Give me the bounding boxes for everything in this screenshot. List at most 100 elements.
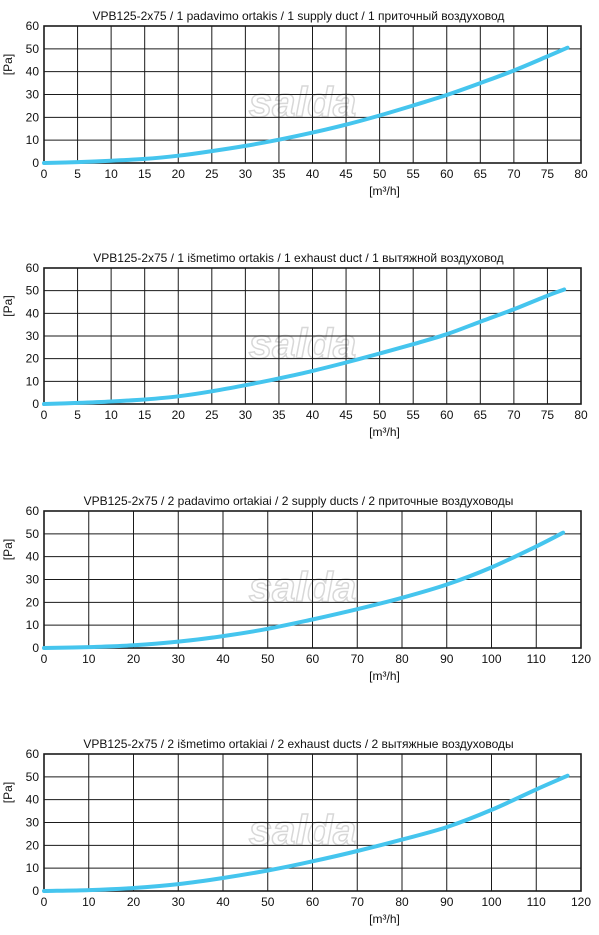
x-tick-label: 30 — [172, 895, 186, 909]
x-axis-label: [m³/h] — [369, 184, 400, 198]
chart-title: VPB125-2x75 / 2 išmetimo ortakiai / 2 ex… — [83, 737, 513, 751]
x-tick-label: 50 — [373, 167, 387, 181]
x-tick-label: 15 — [138, 167, 152, 181]
x-tick-label: 80 — [395, 895, 409, 909]
plot-frame — [43, 753, 582, 892]
chart-3: salda 0 10 20 30 40 50 60 70 80 90 100 110 120 0 10 20 30… — [1, 494, 591, 683]
y-tick-label: 30 — [26, 573, 40, 587]
x-tick-label: 40 — [306, 408, 320, 422]
x-tick-label: 0 — [41, 167, 48, 181]
x-tick-label: 35 — [272, 408, 286, 422]
x-tick-label: 30 — [239, 408, 253, 422]
x-tick-label: 10 — [104, 408, 118, 422]
y-tick-label: 40 — [26, 306, 40, 320]
y-tick-label: 0 — [32, 884, 39, 898]
y-tick-label: 60 — [26, 19, 40, 33]
x-tick-label: 120 — [571, 652, 591, 666]
x-tick-label: 55 — [407, 408, 421, 422]
x-tick-label: 40 — [216, 895, 230, 909]
y-tick-label: 50 — [26, 770, 40, 784]
x-tick-label: 5 — [74, 408, 81, 422]
x-tick-label: 100 — [481, 895, 501, 909]
y-tick-label: 30 — [26, 816, 40, 830]
y-tick-label: 0 — [32, 397, 39, 411]
watermark-logo: salda — [249, 79, 356, 126]
x-tick-label: 65 — [474, 167, 488, 181]
x-tick-label: 40 — [306, 167, 320, 181]
y-tick-label: 60 — [26, 261, 40, 275]
chart-title: VPB125-2x75 / 2 padavimo ortakiai / 2 su… — [84, 494, 514, 508]
y-tick-label: 10 — [26, 861, 40, 875]
y-tick-label: 30 — [26, 329, 40, 343]
x-tick-label: 100 — [481, 652, 501, 666]
x-tick-label: 90 — [440, 895, 454, 909]
x-tick-label: 35 — [272, 167, 286, 181]
x-tick-label: 20 — [172, 167, 186, 181]
y-tick-label: 10 — [26, 374, 40, 388]
x-tick-label: 50 — [261, 652, 275, 666]
y-axis-label: [Pa] — [1, 782, 15, 803]
x-tick-label: 75 — [541, 167, 555, 181]
y-tick-label: 0 — [32, 641, 39, 655]
plot-frame — [43, 267, 582, 405]
watermark-logo: salda — [249, 564, 356, 611]
y-tick-label: 50 — [26, 527, 40, 541]
x-tick-label: 60 — [440, 408, 454, 422]
x-tick-label: 15 — [138, 408, 152, 422]
x-tick-label: 0 — [41, 408, 48, 422]
y-tick-label: 10 — [26, 618, 40, 632]
y-tick-label: 40 — [26, 793, 40, 807]
y-tick-label: 20 — [26, 352, 40, 366]
x-tick-label: 90 — [440, 652, 454, 666]
y-tick-label: 40 — [26, 550, 40, 564]
watermark-logo: salda — [249, 320, 356, 367]
watermark-logo: salda — [249, 807, 356, 854]
y-tick-label: 20 — [26, 595, 40, 609]
y-tick-label: 0 — [32, 156, 39, 170]
chart-title: VPB125-2x75 / 1 išmetimo ortakis / 1 exh… — [93, 251, 503, 265]
x-tick-label: 20 — [127, 895, 141, 909]
x-tick-label: 0 — [41, 652, 48, 666]
y-tick-label: 20 — [26, 838, 40, 852]
x-tick-label: 0 — [41, 895, 48, 909]
x-axis-label: [m³/h] — [369, 425, 400, 439]
x-tick-label: 10 — [82, 895, 96, 909]
x-tick-label: 110 — [527, 652, 546, 666]
x-tick-label: 10 — [104, 167, 118, 181]
chart-2: salda 0 5 10 15 20 25 30 35 40 45 50 55 60 65 70 75 80 0 10… — [1, 251, 588, 439]
x-tick-label: 5 — [74, 167, 81, 181]
x-axis-label: [m³/h] — [369, 912, 400, 926]
series-line-1 — [42, 530, 566, 650]
chart-title: VPB125-2x75 / 1 padavimo ortakis / 1 sup… — [93, 9, 505, 23]
chart-4: salda 0 10 20 30 40 50 60 70 80 90 100 110 120 0 10 20 30… — [1, 737, 591, 926]
y-tick-label: 40 — [26, 65, 40, 79]
y-axis-label: [Pa] — [1, 295, 15, 316]
x-tick-label: 25 — [205, 408, 219, 422]
x-tick-label: 70 — [507, 408, 521, 422]
x-tick-label: 60 — [306, 895, 320, 909]
y-tick-label: 60 — [26, 747, 40, 761]
x-tick-label: 65 — [474, 408, 488, 422]
x-tick-label: 10 — [82, 652, 96, 666]
x-tick-label: 70 — [507, 167, 521, 181]
y-tick-label: 20 — [26, 110, 40, 124]
y-tick-label: 10 — [26, 133, 40, 147]
x-axis-label: [m³/h] — [369, 669, 400, 683]
y-tick-label: 50 — [26, 42, 40, 56]
x-tick-label: 80 — [574, 408, 588, 422]
chart-1: salda 0 5 10 15 20 25 30 35 40 45 50 55 60 65 70 75 80 0 10… — [1, 9, 588, 198]
x-tick-label: 45 — [339, 167, 353, 181]
x-tick-label: 20 — [172, 408, 186, 422]
x-tick-label: 25 — [205, 167, 219, 181]
x-tick-label: 40 — [216, 652, 230, 666]
plot-frame — [43, 25, 582, 164]
x-tick-label: 55 — [407, 167, 421, 181]
y-tick-label: 30 — [26, 88, 40, 102]
x-tick-label: 80 — [395, 652, 409, 666]
x-tick-label: 75 — [541, 408, 555, 422]
series-line-1 — [42, 773, 570, 893]
series-line-1 — [42, 45, 570, 165]
x-tick-label: 30 — [172, 652, 186, 666]
